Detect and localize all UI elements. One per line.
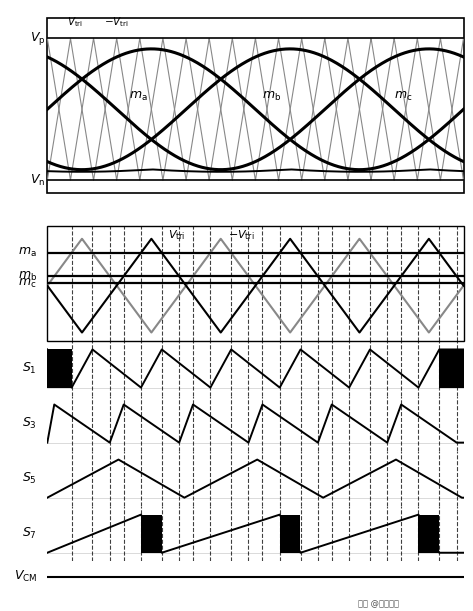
Text: $S_1$: $S_1$ — [22, 361, 37, 376]
Text: $V_\mathrm{n}$: $V_\mathrm{n}$ — [30, 173, 45, 188]
Text: $m_\mathrm{c}$: $m_\mathrm{c}$ — [18, 277, 37, 290]
Text: $S_5$: $S_5$ — [22, 471, 37, 486]
Text: $V_\mathrm{tri}$: $V_\mathrm{tri}$ — [167, 228, 185, 241]
Text: $-V_\mathrm{tri}$: $-V_\mathrm{tri}$ — [104, 15, 129, 29]
Text: 头条 @电气技术: 头条 @电气技术 — [358, 599, 399, 608]
Text: $m_\mathrm{b}$: $m_\mathrm{b}$ — [18, 269, 37, 283]
Text: $V_\mathrm{tri}$: $V_\mathrm{tri}$ — [68, 15, 84, 29]
Text: $S_7$: $S_7$ — [22, 526, 37, 541]
Text: $m_\mathrm{b}$: $m_\mathrm{b}$ — [263, 90, 281, 103]
Text: $m_\mathrm{a}$: $m_\mathrm{a}$ — [18, 246, 37, 260]
Text: $S_3$: $S_3$ — [22, 416, 37, 431]
Text: $-V_\mathrm{tri}$: $-V_\mathrm{tri}$ — [228, 228, 254, 241]
Text: $m_\mathrm{c}$: $m_\mathrm{c}$ — [394, 90, 412, 103]
Text: $V_\mathrm{p}$: $V_\mathrm{p}$ — [30, 30, 45, 46]
Text: $V_\mathrm{CM}$: $V_\mathrm{CM}$ — [14, 569, 37, 585]
Text: $m_\mathrm{a}$: $m_\mathrm{a}$ — [130, 90, 148, 103]
